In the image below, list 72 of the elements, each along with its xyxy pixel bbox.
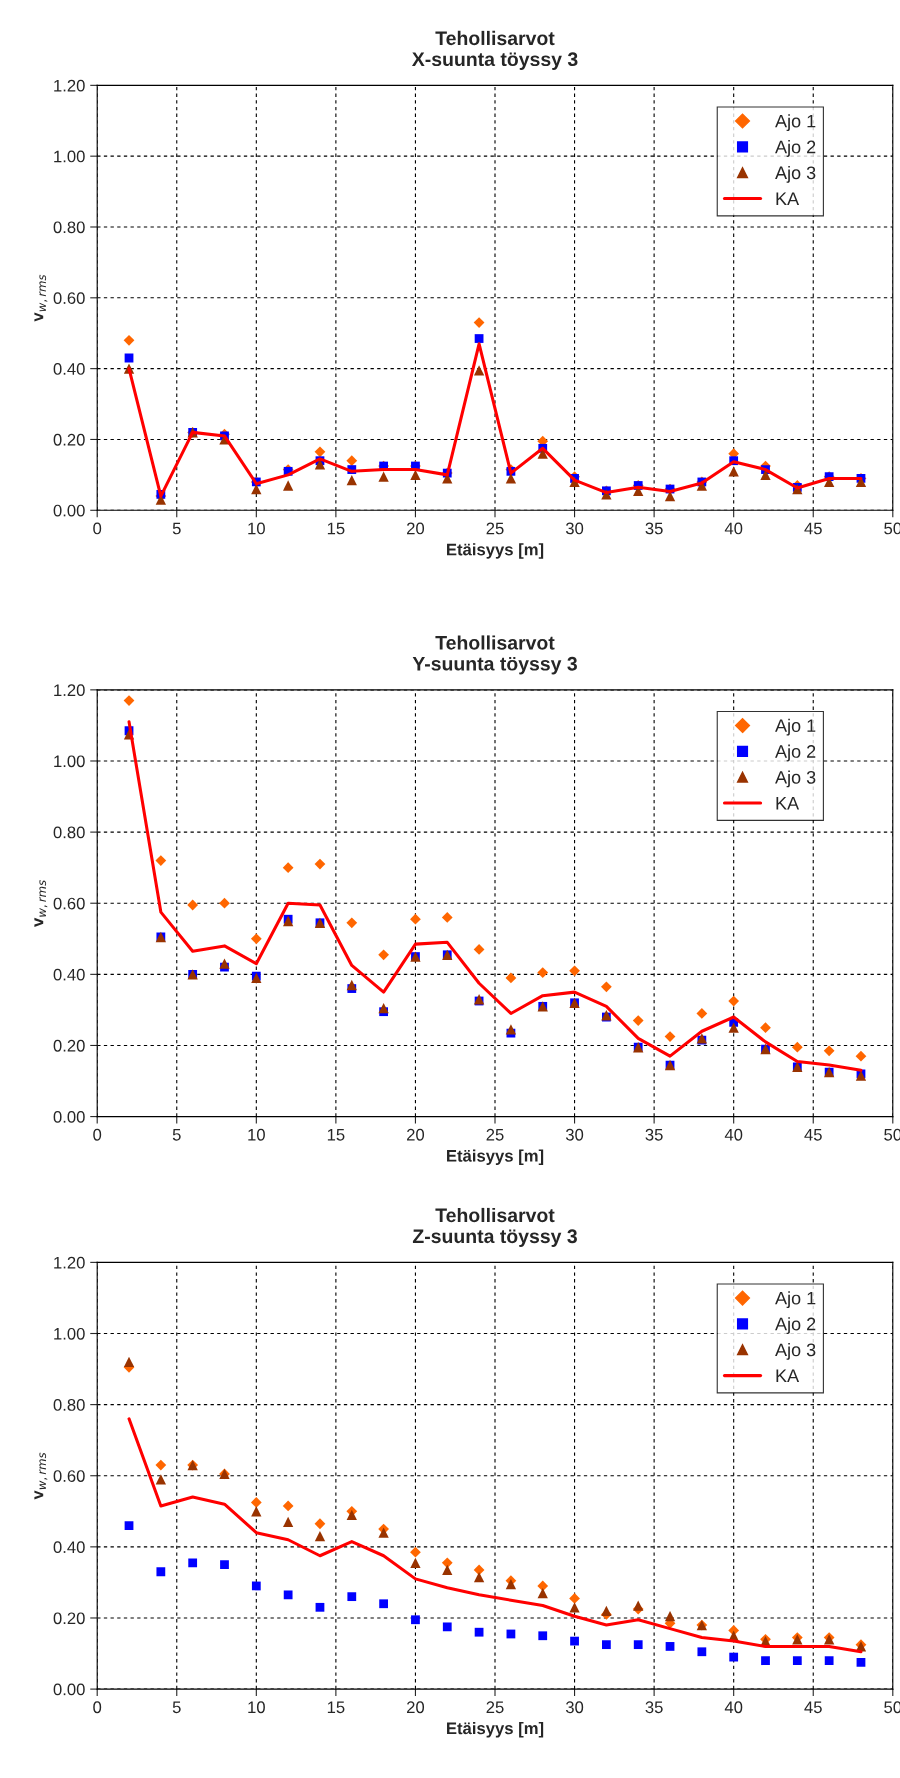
y-tick-label: 1.00 xyxy=(54,1327,85,1340)
x-tick-label: 40 xyxy=(724,1701,743,1714)
legend-label: KA xyxy=(776,1369,800,1382)
y-tick-label: 0.80 xyxy=(53,1399,85,1411)
x-tick-label: 10 xyxy=(248,1701,265,1714)
y-axis-title: v$_{w,rms}$ xyxy=(34,880,48,927)
legend-label: KA xyxy=(776,796,800,810)
y-tick-label: 1.20 xyxy=(54,79,85,92)
x-tick-label: 0 xyxy=(93,1128,102,1141)
y-tick-label: 0.40 xyxy=(53,363,85,375)
y-tick-label: 1.20 xyxy=(54,684,85,697)
y-tick-label: 0.00 xyxy=(53,504,85,517)
x-tick-label: 10 xyxy=(248,522,265,535)
y-tick-label: 1.00 xyxy=(54,755,85,768)
y-tick-label: 0.00 xyxy=(53,1683,85,1696)
y-tick-label: 0.80 xyxy=(53,221,85,234)
y-tick-label: 1.00 xyxy=(54,150,85,163)
y-tick-label: 0.20 xyxy=(53,1612,85,1625)
x-tick-label: 25 xyxy=(486,1128,504,1141)
x-tick-label: 15 xyxy=(327,1129,345,1141)
y-axis-title: v$_{w,rms}$ xyxy=(34,274,48,322)
legend-label: KA xyxy=(776,192,800,205)
x-tick-label: 20 xyxy=(407,1701,425,1714)
x-tick-label: 35 xyxy=(645,1128,663,1141)
chart-title: Tehollisarvot Y-suunta töyssy 3 xyxy=(412,635,577,675)
x-tick-label: 45 xyxy=(804,522,822,535)
x-tick-label: 5 xyxy=(172,1701,181,1714)
x-tick-label: 35 xyxy=(645,522,663,535)
y-tick-label: 0.80 xyxy=(53,826,85,839)
y-tick-label: 0.20 xyxy=(53,433,85,446)
x-tick-label: 15 xyxy=(327,522,345,535)
legend-label: Ajo 1 xyxy=(775,114,816,132)
y-tick-label: 0.40 xyxy=(53,968,85,981)
x-axis-title: Etäisyys [m] xyxy=(447,1722,544,1738)
y-tick-label: 0.20 xyxy=(53,1039,85,1052)
x-tick-label: 30 xyxy=(565,522,584,535)
x-tick-label: 40 xyxy=(724,1128,743,1141)
legend-label: Ajo 2 xyxy=(775,140,816,157)
y-tick-label: 0.00 xyxy=(53,1110,85,1123)
x-axis-title: Etäisyys [m] xyxy=(447,543,544,559)
x-tick-label: 20 xyxy=(407,522,425,535)
x-tick-label: 40 xyxy=(724,522,743,535)
y-tick-label: 0.60 xyxy=(53,292,85,305)
y-tick-label: 1.20 xyxy=(54,1256,85,1269)
legend-label: Ajo 1 xyxy=(775,1291,816,1309)
chart-title: Tehollisarvot X-suunta töyssy 3 xyxy=(411,30,578,70)
x-tick-label: 30 xyxy=(565,1701,584,1714)
legend-label: Ajo 3 xyxy=(775,1342,816,1360)
x-tick-label: 45 xyxy=(804,1129,822,1141)
legend-label: Ajo 2 xyxy=(775,1317,816,1334)
y-axis-title: v$_{w,rms}$ xyxy=(34,1452,48,1500)
x-tick-label: 25 xyxy=(486,522,504,535)
x-tick-label: 35 xyxy=(645,1701,663,1714)
y-tick-label: 0.40 xyxy=(53,1541,85,1554)
x-axis-title: Etäisyys [m] xyxy=(447,1149,544,1166)
y-tick-label: 0.60 xyxy=(53,1470,85,1482)
x-tick-label: 5 xyxy=(172,1129,181,1141)
x-tick-label: 20 xyxy=(407,1128,425,1141)
x-tick-label: 30 xyxy=(565,1128,584,1141)
x-tick-label: 0 xyxy=(93,522,102,535)
x-tick-label: 5 xyxy=(172,522,181,535)
y-tick-label: 0.60 xyxy=(53,897,85,910)
legend-label: Ajo 1 xyxy=(775,718,816,736)
x-tick-label: 10 xyxy=(248,1128,265,1141)
x-tick-label: 15 xyxy=(327,1701,345,1714)
x-tick-label: 25 xyxy=(486,1701,504,1714)
legend-label: Ajo 2 xyxy=(775,744,816,762)
legend-label: Ajo 3 xyxy=(775,165,816,183)
x-tick-label: 0 xyxy=(93,1701,102,1714)
chart-title: Tehollisarvot Z-suunta töyssy 3 xyxy=(412,1207,577,1247)
x-tick-label: 45 xyxy=(804,1701,822,1714)
legend-label: Ajo 3 xyxy=(775,770,816,788)
